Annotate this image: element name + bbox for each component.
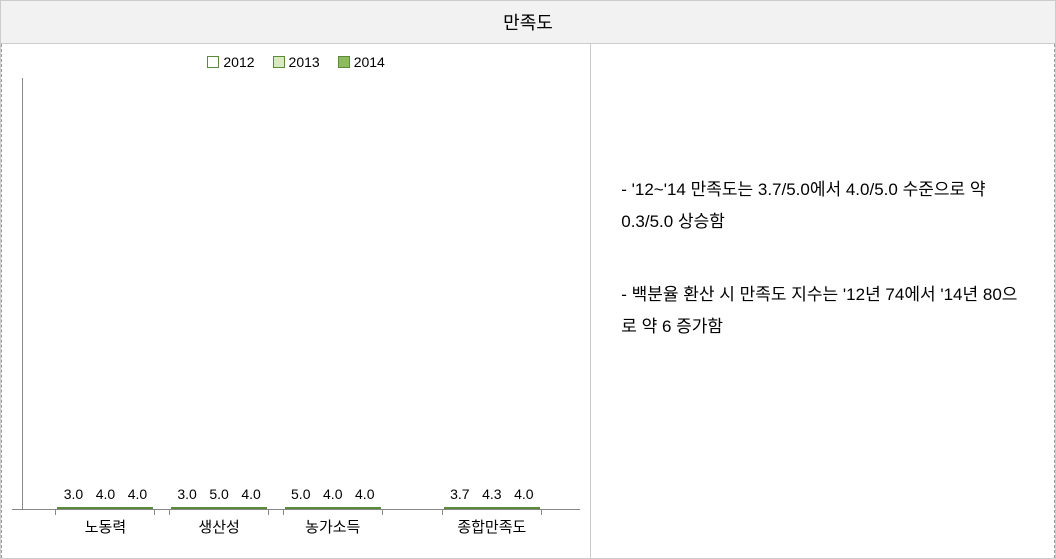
x-category-label: 종합만족도 xyxy=(444,516,540,537)
bar-value-label: 5.0 xyxy=(209,486,228,502)
bar: 4.0 xyxy=(235,507,267,509)
chart-area: 3.04.04.03.05.04.05.04.04.03.74.34.0 xyxy=(12,78,580,510)
bar-value-label: 4.0 xyxy=(323,486,342,502)
bar-group: 3.04.04.0 xyxy=(57,507,153,509)
legend-swatch-2014 xyxy=(338,56,350,68)
bar: 5.0 xyxy=(203,507,235,509)
bar-value-label: 4.0 xyxy=(96,486,115,502)
container: 만족도 2012 2013 2014 3.04.04.03.05 xyxy=(0,0,1056,559)
chart-panel: 2012 2013 2014 3.04.04.03.05.04.05.04.04… xyxy=(1,44,591,558)
bar: 5.0 xyxy=(285,507,317,509)
legend-swatch-2012 xyxy=(207,56,219,68)
bar-groups: 3.04.04.03.05.04.05.04.04.03.74.34.0 xyxy=(12,78,580,510)
bar-value-label: 4.0 xyxy=(355,486,374,502)
note-1: - '12~'14 만족도는 3.7/5.0에서 4.0/5.0 수준으로 약 … xyxy=(621,174,1024,239)
x-category-label: 노동력 xyxy=(57,516,153,537)
bar-group: 3.74.34.0 xyxy=(444,507,540,509)
bar: 3.7 xyxy=(444,507,476,509)
bar: 4.0 xyxy=(121,507,153,509)
x-axis: 노동력 생산성 농가소득 종합만족도 xyxy=(12,516,580,538)
legend-swatch-2013 xyxy=(273,56,285,68)
legend-label-2012: 2012 xyxy=(223,54,254,70)
bar: 4.0 xyxy=(508,507,540,509)
x-category-label: 생산성 xyxy=(171,516,267,537)
bar: 4.0 xyxy=(89,507,121,509)
bar-value-label: 3.0 xyxy=(64,486,83,502)
bar-group: 3.05.04.0 xyxy=(171,507,267,509)
title-bar: 만족도 xyxy=(1,1,1055,44)
bar-group: 5.04.04.0 xyxy=(285,507,381,509)
bar: 4.0 xyxy=(317,507,349,509)
legend: 2012 2013 2014 xyxy=(12,54,580,70)
body-row: 2012 2013 2014 3.04.04.03.05.04.05.04.04… xyxy=(1,44,1055,558)
page-title: 만족도 xyxy=(503,13,553,33)
bar: 4.3 xyxy=(476,507,508,509)
legend-label-2013: 2013 xyxy=(289,54,320,70)
legend-item-2013: 2013 xyxy=(273,54,320,70)
bar-value-label: 3.7 xyxy=(450,486,469,502)
bar: 3.0 xyxy=(171,507,203,509)
legend-item-2014: 2014 xyxy=(338,54,385,70)
bar-value-label: 4.0 xyxy=(241,486,260,502)
bar: 3.0 xyxy=(57,507,89,509)
legend-item-2012: 2012 xyxy=(207,54,254,70)
bar-value-label: 4.0 xyxy=(514,486,533,502)
bar: 4.0 xyxy=(349,507,381,509)
notes-panel: - '12~'14 만족도는 3.7/5.0에서 4.0/5.0 수준으로 약 … xyxy=(591,44,1055,558)
bar-value-label: 5.0 xyxy=(291,486,310,502)
note-2: - 백분율 환산 시 만족도 지수는 '12년 74에서 '14년 80으로 약… xyxy=(621,279,1024,344)
bar-value-label: 3.0 xyxy=(177,486,196,502)
x-category-label: 농가소득 xyxy=(285,516,381,537)
bar-value-label: 4.0 xyxy=(128,486,147,502)
legend-label-2014: 2014 xyxy=(354,54,385,70)
bar-value-label: 4.3 xyxy=(482,486,501,502)
